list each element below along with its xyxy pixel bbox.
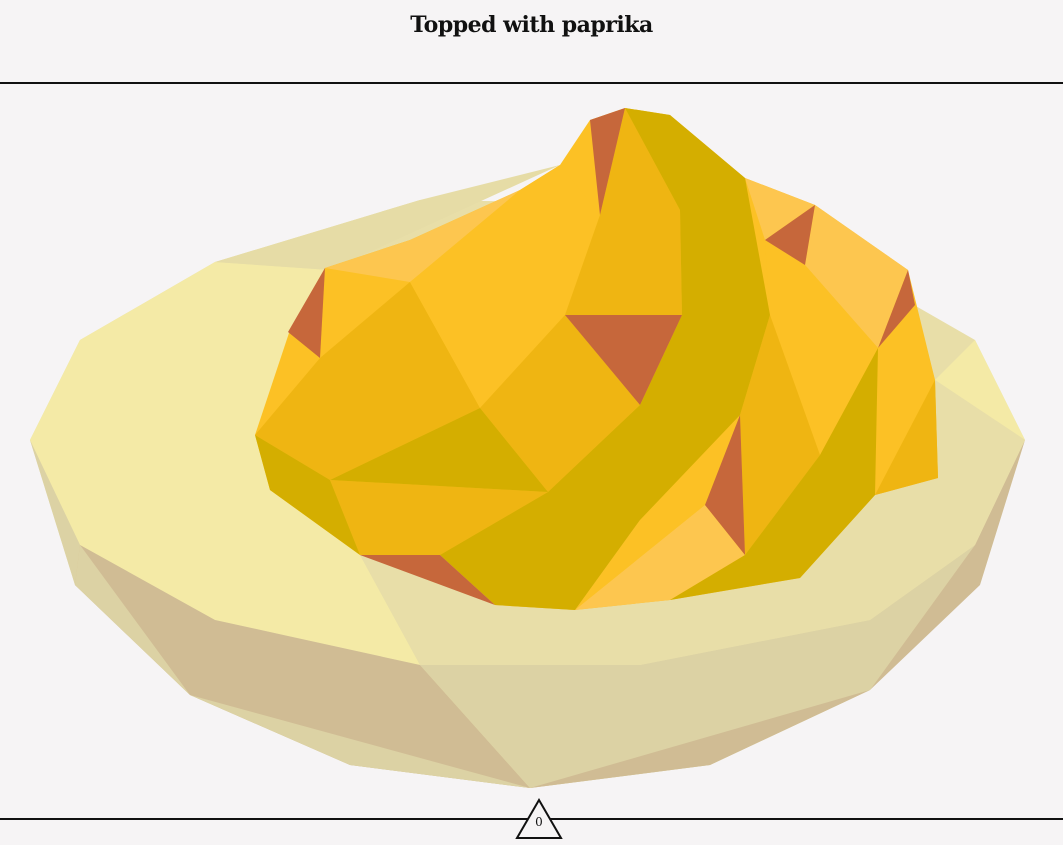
counter-value: 0 bbox=[535, 815, 543, 829]
triangle-icon[interactable] bbox=[515, 798, 563, 840]
page-title: Topped with paprika bbox=[410, 12, 653, 38]
deviled-egg-illustration bbox=[30, 108, 1025, 788]
paprika-specks bbox=[288, 108, 915, 605]
header: Topped with paprika bbox=[0, 0, 1063, 84]
yolk-filling bbox=[255, 108, 938, 610]
